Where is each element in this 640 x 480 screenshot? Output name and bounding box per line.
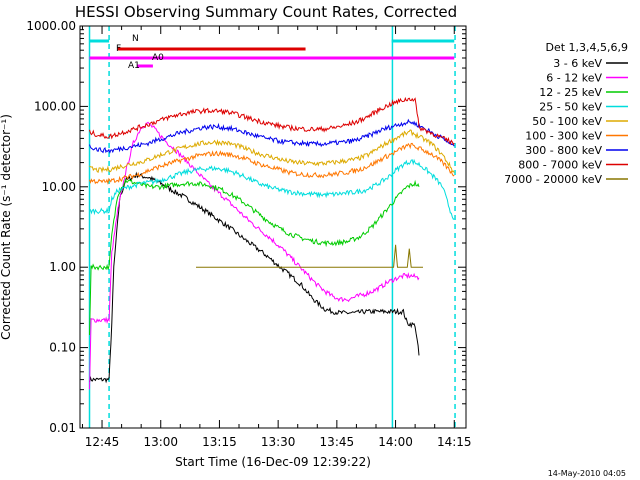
legend-label-4: 25 - 50 keV bbox=[539, 101, 602, 114]
series-line-7 bbox=[89, 118, 455, 154]
series-line-3 bbox=[89, 178, 420, 336]
legend-label-8: 800 - 7000 keV bbox=[518, 159, 602, 172]
y-tick-label-2: 100.00 bbox=[34, 99, 76, 113]
state-label-a0: A0 bbox=[152, 53, 164, 63]
x-tick-label-4: 13:30 bbox=[261, 435, 296, 449]
y-axis: 1000.00 100.00 10.00 1.00 0.10 0.01 bbox=[26, 19, 466, 435]
legend-label-6: 100 - 300 keV bbox=[525, 130, 602, 143]
x-axis: 12:45 13:00 13:15 13:30 13:45 14:00 14:15 bbox=[81, 26, 472, 449]
state-label-a1: A1 bbox=[128, 61, 140, 71]
legend-label-2: 6 - 12 keV bbox=[546, 72, 602, 85]
chart-title: HESSI Observing Summary Count Rates, Cor… bbox=[75, 3, 457, 21]
legend-label-7: 300 - 800 keV bbox=[525, 144, 602, 157]
legend-label-5: 50 - 100 keV bbox=[532, 115, 602, 128]
legend-label-1: 3 - 6 keV bbox=[553, 57, 602, 70]
x-tick-label-1: 12:45 bbox=[85, 435, 120, 449]
x-tick-label-2: 13:00 bbox=[143, 435, 178, 449]
plot-area: N F A0 A1 bbox=[88, 26, 456, 428]
x-tick-label-6: 14:00 bbox=[378, 435, 413, 449]
state-label-f: F bbox=[116, 44, 121, 54]
plot-frame bbox=[79, 25, 467, 429]
series-line-6 bbox=[89, 142, 455, 185]
series-line-1 bbox=[89, 171, 420, 384]
y-axis-label: Corrected Count Rate (s⁻¹ detector⁻¹) bbox=[0, 114, 13, 340]
x-axis-label: Start Time (16-Dec-09 12:39:22) bbox=[175, 455, 371, 469]
series-line-8 bbox=[89, 96, 455, 146]
y-tick-label-4: 1.00 bbox=[49, 260, 76, 274]
y-tick-label-6: 0.01 bbox=[49, 421, 76, 435]
series-line-4 bbox=[89, 158, 455, 220]
legend-title: Det 1,3,4,5,6,9 bbox=[545, 41, 628, 54]
legend-label-3: 12 - 25 keV bbox=[539, 86, 602, 99]
series-line-5 bbox=[89, 129, 455, 174]
y-tick-label-5: 0.10 bbox=[49, 341, 76, 355]
y-tick-label-1: 1000.00 bbox=[26, 19, 76, 33]
x-tick-label-5: 13:45 bbox=[320, 435, 355, 449]
x-tick-label-7: 14:15 bbox=[437, 435, 472, 449]
state-label-n: N bbox=[132, 34, 139, 44]
x-tick-label-3: 13:15 bbox=[202, 435, 237, 449]
series-line-9 bbox=[196, 244, 423, 268]
footer-date: 14-May-2010 04:05 bbox=[548, 469, 626, 478]
y-tick-label-3: 10.00 bbox=[42, 180, 76, 194]
legend-label-9: 7000 - 20000 keV bbox=[504, 173, 602, 186]
